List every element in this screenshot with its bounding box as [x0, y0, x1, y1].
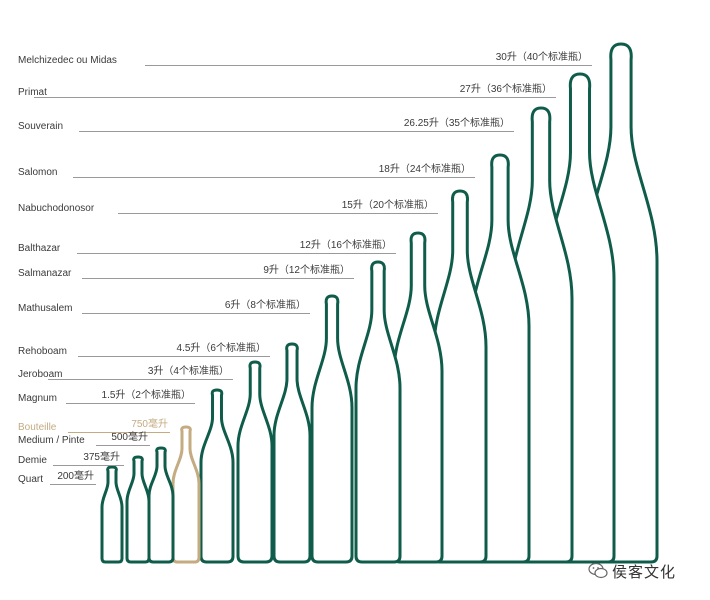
wechat-chat-icon — [588, 562, 608, 579]
bottle-volume-label: 750毫升 — [131, 419, 168, 430]
bottle-name-label: Magnum — [18, 393, 57, 404]
bottle-volume-label: 12升（16个标准瓶） — [299, 240, 392, 251]
bottle-volume-label: 375毫升 — [83, 452, 120, 463]
bottle-volume-label: 15升（20个标准瓶） — [341, 200, 434, 211]
bottle-volume-label: 200毫升 — [57, 471, 94, 482]
bottle-bouteille — [171, 425, 201, 564]
bottle-rehoboam — [272, 342, 312, 564]
bottle-volume-label: 27升（36个标准瓶） — [459, 84, 552, 95]
watermark: 侯客文化 — [588, 560, 676, 582]
bottle-volume-label: 4.5升（6个标准瓶） — [176, 343, 266, 354]
bottle-name-label: Nabuchodonosor — [18, 203, 95, 214]
bottle-name-label: Demie — [18, 455, 47, 466]
bottle-name-label: Mathusalem — [18, 303, 73, 314]
bottle-salmanazar — [354, 260, 402, 564]
bottle-volume-label: 6升（8个标准瓶） — [224, 300, 306, 311]
bottle-medium-pinte — [147, 446, 175, 564]
bottle-mathusalem — [310, 294, 354, 564]
bottle-volume-label: 500毫升 — [111, 432, 148, 443]
bottle-name-label: Melchizedec ou Midas — [18, 55, 117, 66]
bottle-magnum — [199, 388, 235, 564]
bottle-name-label: Primat — [18, 87, 47, 98]
bottle-jeroboam — [236, 360, 274, 564]
bottle-name-label: Balthazar — [18, 243, 61, 254]
bottle-demie — [125, 455, 151, 564]
bottle-volume-label: 9升（12个标准瓶） — [263, 265, 350, 276]
bottle-volume-label: 26.25升（35个标准瓶） — [403, 118, 510, 129]
bottle-quart — [100, 465, 124, 564]
watermark-text: 侯客文化 — [612, 563, 677, 581]
bottle-volume-label: 1.5升（2个标准瓶） — [101, 390, 191, 401]
bottle-name-label: Rehoboam — [18, 346, 67, 357]
bottle-volume-label: 3升（4个标准瓶） — [147, 366, 229, 377]
bottle-name-label: Salmanazar — [18, 268, 72, 279]
bottle-name-label: Souverain — [18, 121, 64, 132]
bottle-name-label: Salomon — [18, 167, 58, 178]
bottle-name-label: Quart — [18, 474, 44, 485]
bottle-name-label: Medium / Pinte — [18, 435, 85, 446]
bottle-volume-label: 18升（24个标准瓶） — [378, 164, 471, 175]
bottle-name-label: Bouteille — [18, 422, 57, 433]
bottle-name-label: Jeroboam — [18, 369, 63, 380]
bottle-volume-label: 30升（40个标准瓶） — [495, 52, 588, 63]
